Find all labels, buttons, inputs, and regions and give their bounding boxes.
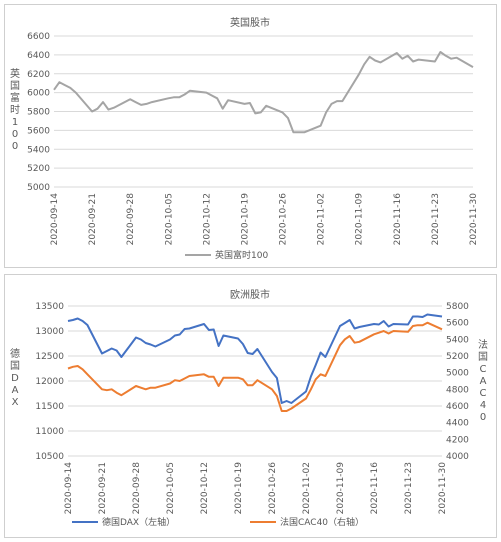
series-line xyxy=(53,51,474,134)
y-tick-label: 6400 xyxy=(27,51,50,61)
axis-label-char: C xyxy=(480,388,487,399)
legend-label: 德国DAX（左轴） xyxy=(102,516,175,528)
y-right-tick-label: 4400 xyxy=(446,419,469,429)
y-tick-label: 6200 xyxy=(27,70,50,80)
x-tick-label: 2020-10-12 xyxy=(202,193,212,245)
x-tick-label: 2020-11-02 xyxy=(317,193,327,245)
y-right-tick-label: 4600 xyxy=(446,402,469,412)
axis-label-char: 英 xyxy=(10,67,20,80)
x-tick-label: 2020-09-14 xyxy=(50,193,60,246)
axis-label-char: A xyxy=(480,376,487,387)
y-tick-label: 10500 xyxy=(35,452,64,462)
chart-title: 欧洲股市 xyxy=(230,288,270,301)
x-tick-label: 2020-10-05 xyxy=(166,462,176,514)
y-tick-label: 13000 xyxy=(35,327,64,337)
x-tick-label: 2020-11-09 xyxy=(355,193,365,246)
y-tick-label: 5800 xyxy=(27,108,50,118)
axis-label-char: C xyxy=(480,364,487,375)
series-line xyxy=(67,321,443,412)
axis-label-char: 国 xyxy=(478,351,488,363)
y-tick-label: 5600 xyxy=(27,126,50,136)
x-tick-label: 2020-09-14 xyxy=(64,462,74,515)
axis-label-char: 国 xyxy=(10,360,20,372)
y-right-tick-label: 4000 xyxy=(446,452,469,462)
x-tick-label: 2020-09-28 xyxy=(126,193,136,246)
y-right-tick-label: 5000 xyxy=(446,369,469,379)
axis-label-char: A xyxy=(12,385,19,396)
x-tick-label: 2020-09-21 xyxy=(98,462,108,514)
x-tick-label: 2020-11-16 xyxy=(370,462,380,515)
x-tick-label: 2020-10-12 xyxy=(200,462,210,514)
x-tick-label: 2020-10-19 xyxy=(240,193,250,246)
x-tick-label: 2020-11-02 xyxy=(302,462,312,514)
y-axis-left-label: 德国DAX xyxy=(10,347,20,408)
y-axis-right-label: 法国CAC40 xyxy=(478,338,488,423)
x-tick-label: 2020-11-30 xyxy=(469,193,479,246)
y-tick-label: 12000 xyxy=(35,377,64,387)
y-right-tick-label: 4800 xyxy=(446,385,469,395)
europe-stock-chart: 欧洲股市 德国DAX 法国CAC40 105001100011500120001… xyxy=(10,288,488,528)
y-right-tick-label: 4200 xyxy=(446,435,469,445)
series-line xyxy=(67,313,443,404)
x-tick-label: 2020-09-28 xyxy=(132,462,142,515)
x-tick-label: 2020-10-05 xyxy=(164,193,174,245)
uk-stock-chart: 英国股市 英国富时100 500052005400560058006000620… xyxy=(10,16,479,261)
y-right-tick-label: 5800 xyxy=(446,302,469,312)
y-tick-label: 6600 xyxy=(27,32,50,42)
axis-label-char: 4 xyxy=(480,400,486,411)
chart-title: 英国股市 xyxy=(230,16,270,29)
y-tick-label: 13500 xyxy=(35,302,64,312)
x-tick-label: 2020-11-23 xyxy=(431,193,441,245)
axis-label-char: D xyxy=(11,373,19,384)
x-tick-label: 2020-09-21 xyxy=(88,193,98,245)
x-tick-label: 2020-10-26 xyxy=(268,462,278,515)
y-right-tick-label: 5200 xyxy=(446,352,469,362)
x-tick-label: 2020-11-23 xyxy=(404,462,414,514)
legend-label: 法国CAC40（右轴） xyxy=(280,516,364,528)
y-tick-label: 11000 xyxy=(35,427,64,437)
y-tick-label: 5400 xyxy=(27,145,50,155)
axis-label-char: 富 xyxy=(10,91,20,104)
y-tick-label: 5200 xyxy=(27,164,50,174)
y-tick-label: 12500 xyxy=(35,352,64,362)
axis-label-char: 0 xyxy=(480,412,486,423)
x-tick-label: 2020-11-09 xyxy=(336,462,346,515)
axis-label-char: X xyxy=(12,397,19,408)
axis-label-char: 德 xyxy=(10,347,20,360)
y-right-tick-label: 5600 xyxy=(446,319,469,329)
y-tick-label: 5000 xyxy=(27,183,50,193)
y-axis-label: 英国富时100 xyxy=(10,67,20,152)
axis-label-char: 0 xyxy=(12,141,18,152)
y-tick-label: 6000 xyxy=(27,89,50,99)
axis-label-char: 0 xyxy=(12,129,18,140)
x-tick-label: 2020-11-16 xyxy=(393,193,403,246)
legend-label: 英国富时100 xyxy=(215,249,268,261)
x-tick-label: 2020-10-19 xyxy=(234,462,244,515)
axis-label-char: 1 xyxy=(12,117,18,128)
x-tick-label: 2020-10-26 xyxy=(279,193,289,246)
axis-label-char: 法 xyxy=(478,338,488,351)
axis-label-char: 国 xyxy=(10,80,20,92)
x-tick-label: 2020-11-30 xyxy=(438,462,448,515)
y-right-tick-label: 5400 xyxy=(446,335,469,345)
y-tick-label: 11500 xyxy=(35,402,64,412)
axis-label-char: 时 xyxy=(10,104,20,116)
